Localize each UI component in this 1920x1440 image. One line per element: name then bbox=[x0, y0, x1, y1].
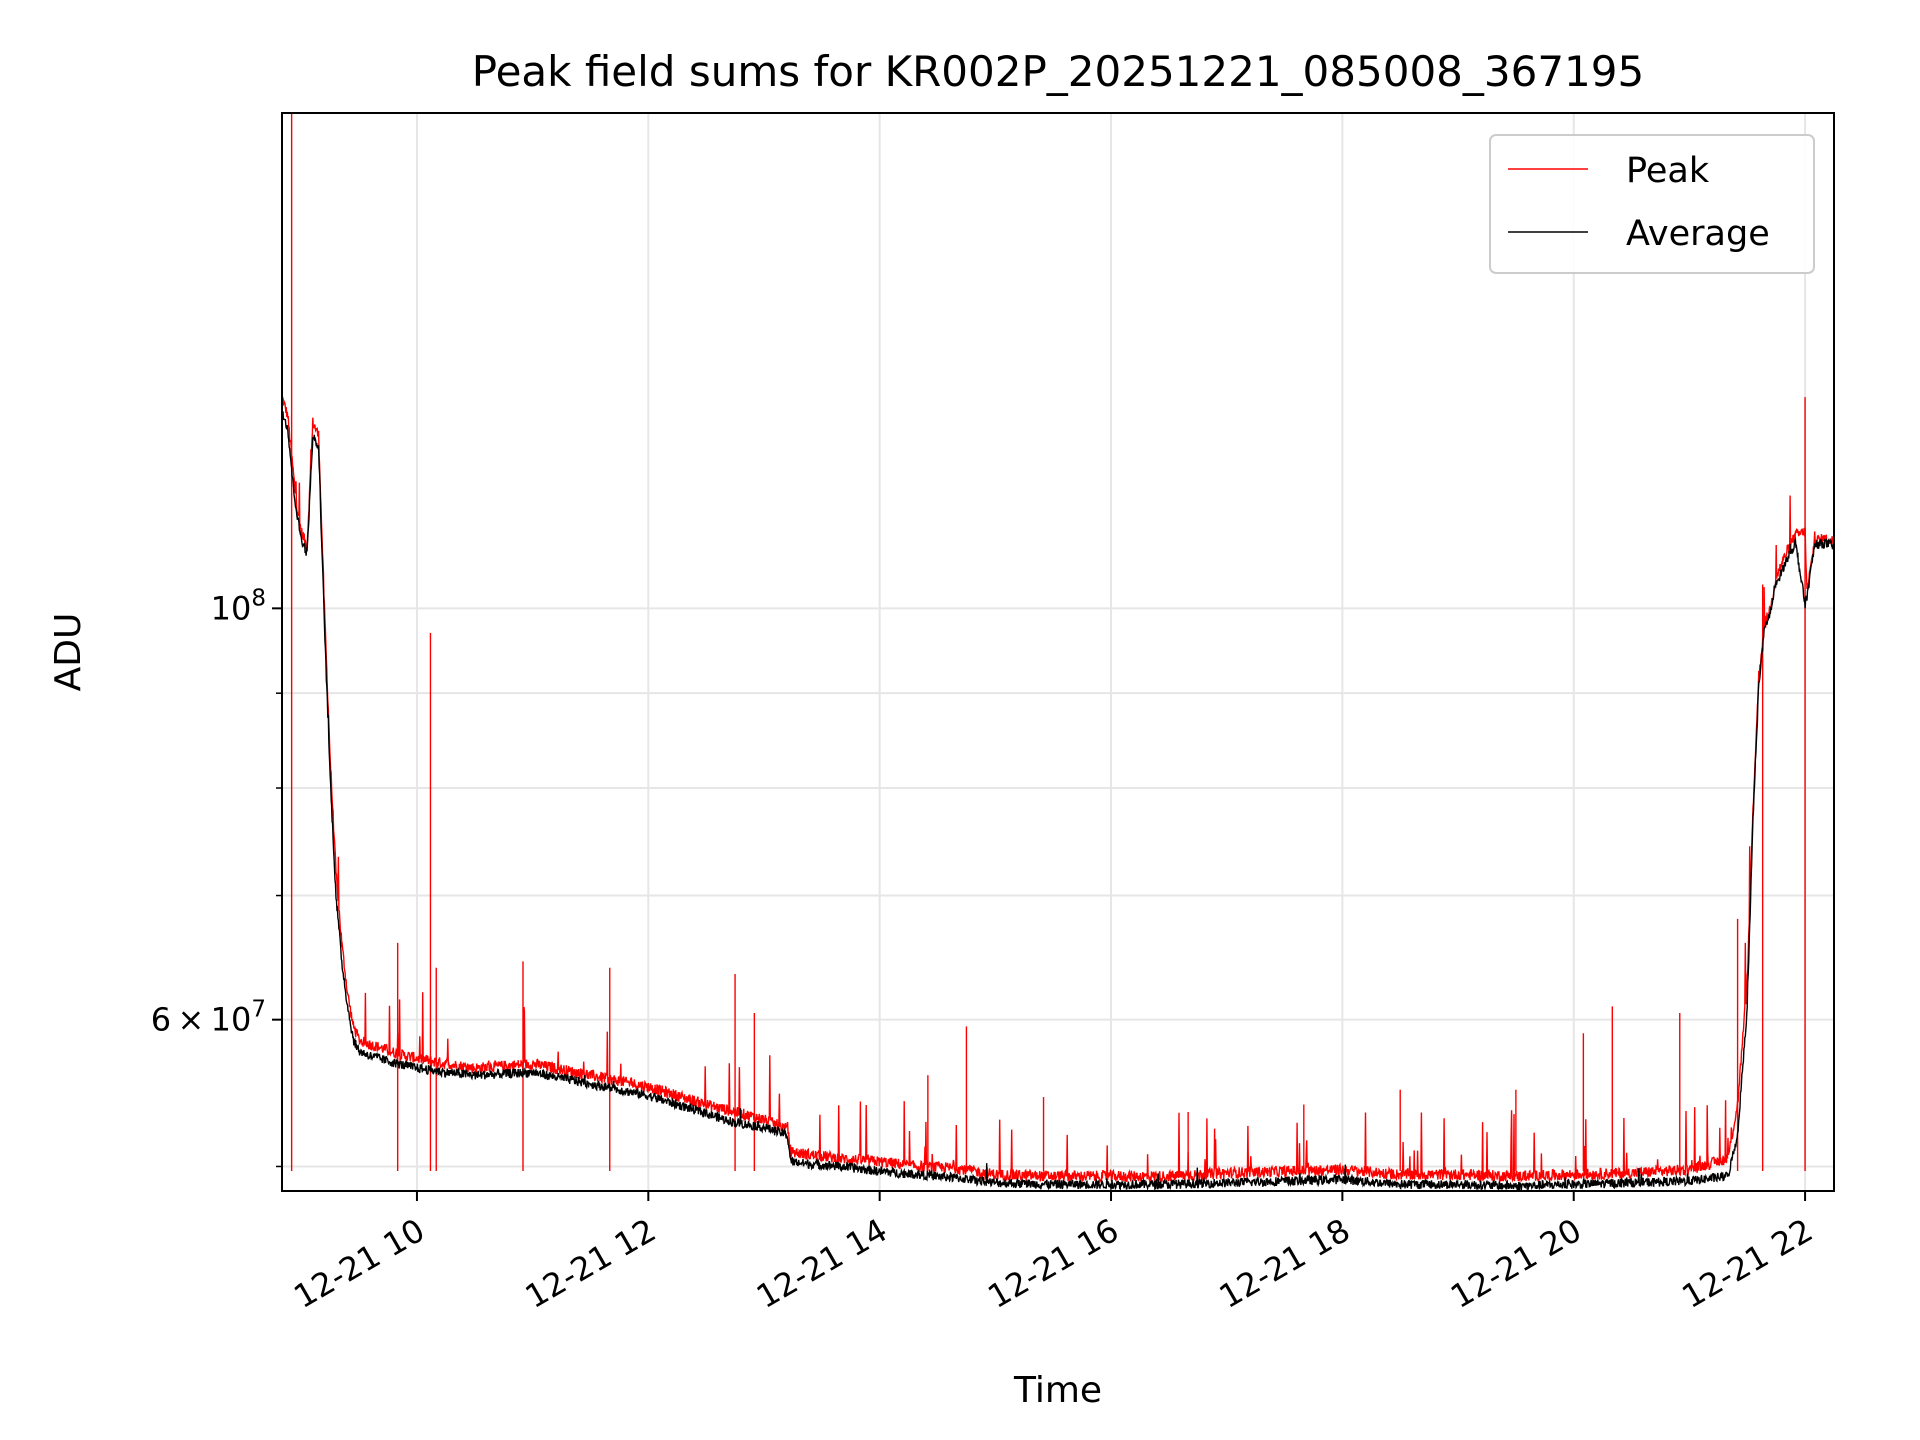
x-tick-label: 12-21 20 bbox=[1444, 1211, 1588, 1316]
y-tick-label: 6 × 107 bbox=[151, 997, 266, 1039]
x-gridlines bbox=[415, 113, 1807, 1191]
x-tick-label: 12-21 16 bbox=[981, 1211, 1125, 1316]
legend-label-peak: Peak bbox=[1626, 151, 1710, 191]
y-gridlines bbox=[282, 607, 1834, 1168]
x-tick-label: 12-21 18 bbox=[1213, 1211, 1357, 1316]
y-tick-label: 108 bbox=[211, 585, 266, 627]
legend-label-average: Average bbox=[1626, 214, 1770, 254]
x-tick-label: 12-21 10 bbox=[287, 1211, 431, 1316]
y-axis-label: ADU bbox=[48, 613, 89, 692]
series-line-average bbox=[282, 411, 1834, 1191]
plot-lines bbox=[282, 113, 1834, 1191]
plot-frame bbox=[281, 112, 1835, 1192]
x-tick-label: 12-21 22 bbox=[1675, 1211, 1819, 1316]
x-ticks: 12-21 10 12-21 12 12-21 14 12-21 16 12-21 18… bbox=[287, 1191, 1819, 1316]
x-axis-label: Time bbox=[1013, 1370, 1102, 1411]
x-tick-label: 12-21 14 bbox=[750, 1211, 894, 1316]
x-tick-label: 12-21 12 bbox=[519, 1211, 663, 1316]
legend: Peak Average bbox=[1489, 134, 1815, 274]
chart-title: Peak field sums for KR002P_20251221_0850… bbox=[472, 47, 1644, 96]
y-ticks: 108 6 × 107 bbox=[151, 585, 282, 1168]
series-line-peak bbox=[282, 395, 1834, 1184]
